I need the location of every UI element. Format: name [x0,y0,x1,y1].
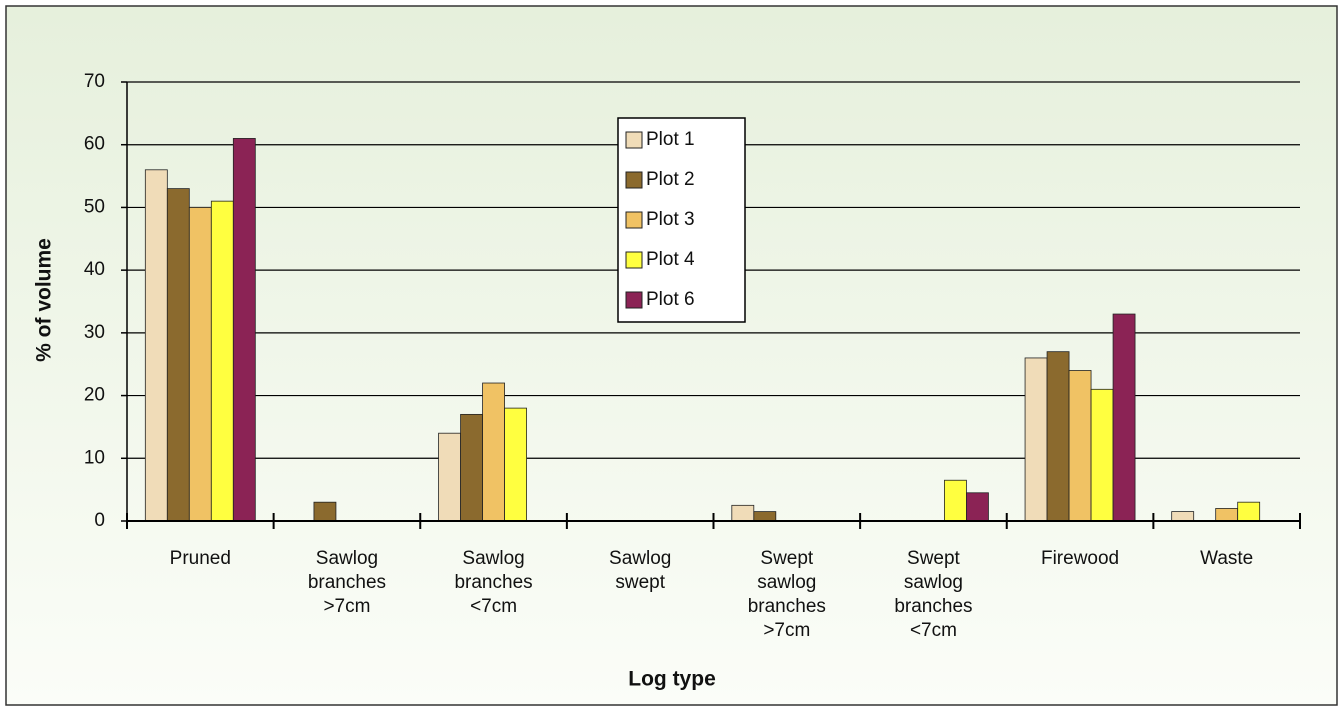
x-axis-title: Log type [628,668,716,691]
y-tick-label: 70 [84,71,105,92]
x-tick-label: Sawlog branches >7cm [308,548,386,617]
bar [1112,313,1136,522]
x-tick-label-line: >7cm [763,620,810,641]
x-tick-label-line: branches [454,572,532,593]
legend-swatch [625,211,643,229]
x-tick-label: Swept sawlog branches >7cm [748,548,826,641]
bar [1171,511,1195,522]
bar [166,188,190,522]
bar [313,501,337,522]
x-tick-label-line: Pruned [170,548,231,569]
x-tick-label-line: branches [308,572,386,593]
legend-label: Plot 2 [646,169,695,190]
x-tick-label-line: Waste [1200,548,1253,569]
x-tick-label-line: >7cm [323,596,370,617]
x-tick-label-line: branches [894,596,972,617]
bar [438,432,461,522]
bar [1237,501,1261,522]
y-axis-title: % of volume [33,238,56,362]
legend-label: Plot 1 [646,129,695,150]
legend-swatch [625,171,643,189]
legend-swatch [625,291,643,309]
y-tick-label: 0 [94,510,105,531]
x-tick-label-line: <7cm [470,596,517,617]
y-tick-label: 10 [84,447,105,468]
bar [753,511,777,522]
legend-label: Plot 6 [646,289,695,310]
bar [1090,388,1114,522]
bar [232,138,256,522]
legend-swatch [625,131,643,149]
legend-label: Plot 4 [646,249,695,270]
bar [944,479,967,522]
bar [210,200,234,522]
x-tick-label: Sawlog swept [609,548,671,593]
bar [731,504,755,522]
x-tick-label: Sawlog branches <7cm [454,548,532,617]
x-tick-label: Waste [1200,548,1253,569]
bar [1024,357,1048,522]
x-tick-label: Swept sawlog branches <7cm [894,548,972,641]
bar [188,207,212,522]
x-tick-label-line: Firewood [1041,548,1119,569]
x-tick-label: Pruned [170,548,231,569]
x-tick-label-line: sawlog [904,572,963,593]
y-tick-label: 20 [84,385,105,406]
bar [966,492,989,522]
bar [460,413,483,522]
legend-label: Plot 3 [646,209,695,230]
x-tick-label-line: <7cm [910,620,957,641]
x-tick-label-line: Sawlog [316,548,378,569]
bar [504,407,527,522]
bar [482,382,505,522]
x-tick-label-line: swept [615,572,665,593]
x-tick-label: Firewood [1041,548,1119,569]
y-tick-label: 40 [84,259,105,280]
legend-swatch [625,251,643,269]
x-tick-label-line: sawlog [757,572,816,593]
y-tick-label: 60 [84,134,105,155]
bar [1215,508,1239,522]
y-tick-label: 50 [84,196,105,217]
x-tick-label-line: branches [748,596,826,617]
bar [1068,370,1092,522]
x-tick-label-line: Sawlog [462,548,524,569]
y-tick-label: 30 [84,322,105,343]
x-tick-label-line: Sawlog [609,548,671,569]
x-tick-label-line: Swept [760,548,814,569]
bar [144,169,168,522]
bar [1046,351,1070,522]
x-tick-label-line: Swept [907,548,961,569]
